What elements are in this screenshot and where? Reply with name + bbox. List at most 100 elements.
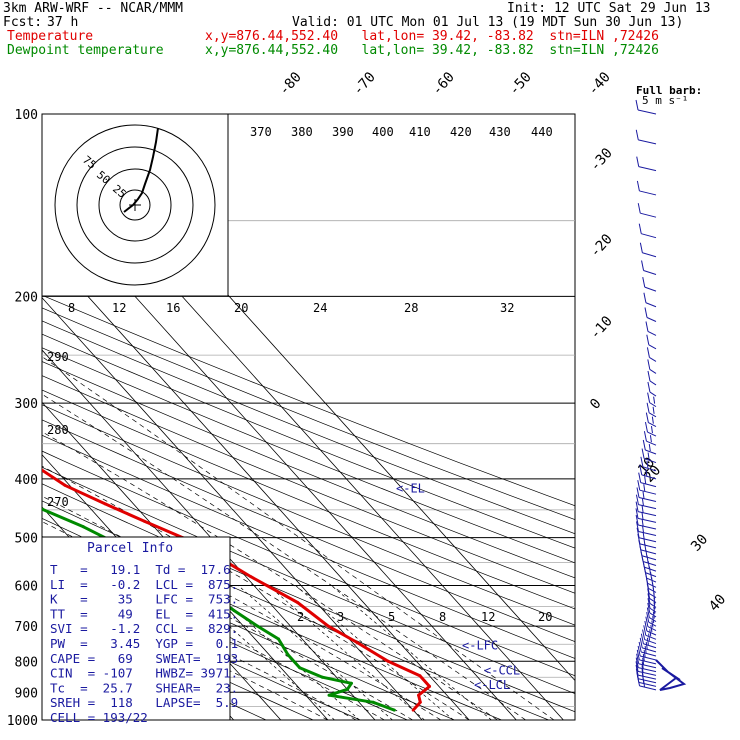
wind-barb (647, 598, 657, 613)
pressure-tick-label: 800 (15, 655, 38, 670)
wind-barb (645, 412, 657, 428)
sounding-point (392, 708, 396, 712)
wind-barb (636, 653, 657, 669)
sounding-point (103, 502, 107, 506)
parcel-info-title: Parcel Info (87, 541, 173, 556)
temperature-trace (42, 468, 431, 712)
sounding-point (428, 684, 431, 688)
wind-barb (643, 625, 657, 640)
theta-label: 370 (250, 125, 272, 139)
wind-barb (646, 402, 657, 418)
theta-label: 380 (291, 125, 313, 139)
forecast-hour: 37 h (47, 15, 79, 30)
sounding-point (63, 483, 67, 487)
isotherm-label: -70 (350, 69, 379, 99)
wind-barb (635, 501, 657, 517)
parcel-info-row: TT = 49 EL = 415. (50, 606, 238, 621)
dewpoint-location-info: x,y=876.44,552.40 lat,lon= 39.42, -83.82… (205, 43, 659, 58)
isotherm-label: -20 (587, 231, 616, 261)
wind-barb (642, 629, 657, 645)
isotherm-line (42, 401, 329, 720)
wind-barb (638, 641, 657, 657)
wind-barb (641, 260, 657, 275)
wind-barb (647, 359, 657, 374)
wind-barb (647, 381, 657, 397)
wind-barb (644, 421, 657, 437)
wind-barb (637, 675, 657, 691)
hodograph-axis-label: 32 (500, 301, 514, 315)
wind-barb (636, 180, 657, 196)
sounding-point (320, 675, 324, 679)
wind-barb (637, 203, 657, 218)
wind-barb (643, 431, 657, 446)
wind-barb (636, 521, 657, 536)
parcel-info-row: K = 35 LFC = 753. (50, 592, 238, 607)
sounding-point (349, 681, 353, 685)
wind-barb (635, 508, 657, 523)
moist-adiabat-line (42, 465, 470, 720)
parcel-info-row: PW = 3.45 YGP = 0.1 (50, 636, 238, 651)
wind-barb (647, 392, 657, 408)
sounding-point (81, 525, 85, 529)
theta-label: 280 (47, 423, 69, 437)
hodograph-axis-label: 28 (404, 301, 418, 315)
theta-label: 270 (47, 495, 69, 509)
isotherm-label: -30 (587, 145, 616, 175)
mixing-ratio-label: 20 (538, 610, 552, 624)
hodograph-axis-label: 16 (166, 301, 180, 315)
parcel-info-row: SVI = -1.2 CCL = 829. (50, 621, 238, 636)
low-level-wind-cluster (655, 659, 687, 691)
wind-barb (636, 649, 657, 665)
wind-barb (640, 633, 657, 649)
theta-label: 290 (47, 350, 69, 364)
mixing-ratio-line (295, 585, 454, 720)
parcel-info-box (41, 536, 231, 721)
moist-adiabat-line (42, 393, 526, 720)
theta-label: 410 (409, 125, 431, 139)
wind-barb (635, 514, 657, 530)
mixing-ratio-label: 2 (297, 610, 304, 624)
sounding-point (386, 659, 390, 663)
hodograph-ring (119, 189, 151, 221)
parcel-info-row: Tc = 25.7 SHEAR= 23. (50, 680, 238, 695)
full-barb-label: Full barb: (636, 84, 702, 97)
wind-barb (637, 645, 657, 661)
sounding-point (418, 674, 422, 678)
wind-barb (640, 456, 657, 472)
forecast-label: Fcst: (3, 15, 43, 30)
wind-barb (647, 370, 657, 386)
hodograph-ring (98, 168, 172, 242)
wind-barb (635, 99, 657, 115)
wind-barb (636, 487, 657, 503)
sounding-point (142, 519, 146, 523)
wind-barb (644, 620, 657, 636)
isotherm-label: -50 (506, 69, 535, 99)
hodograph-ring (54, 124, 216, 286)
dry-adiabat-line (42, 466, 575, 694)
hodograph-axis-label: 24 (313, 301, 327, 315)
moist-adiabat-line (42, 356, 555, 720)
wind-barb (645, 321, 657, 336)
hodograph-ring (76, 146, 194, 264)
dry-adiabat-line (42, 434, 575, 659)
sounding-point (256, 624, 259, 628)
isotherm-label: -80 (276, 69, 305, 99)
sounding-point (298, 666, 302, 670)
wind-barb (646, 334, 657, 350)
dry-adiabat-line (42, 333, 575, 549)
wind-barb (642, 439, 657, 455)
mixing-ratio-label: 5 (388, 610, 395, 624)
theta-label: 420 (450, 125, 472, 139)
theta-label: 390 (332, 125, 354, 139)
hodograph-axis-label: 8 (68, 301, 75, 315)
pressure-tick-label: 100 (15, 108, 38, 123)
sounding-point (296, 601, 300, 604)
sounding-point (286, 653, 290, 657)
sounding-point (249, 575, 253, 579)
dry-adiabat-line (42, 450, 575, 677)
wind-barb (645, 616, 657, 632)
moist-adiabat-line (42, 431, 498, 720)
sounding-point (417, 693, 421, 697)
sounding-point (232, 609, 236, 613)
